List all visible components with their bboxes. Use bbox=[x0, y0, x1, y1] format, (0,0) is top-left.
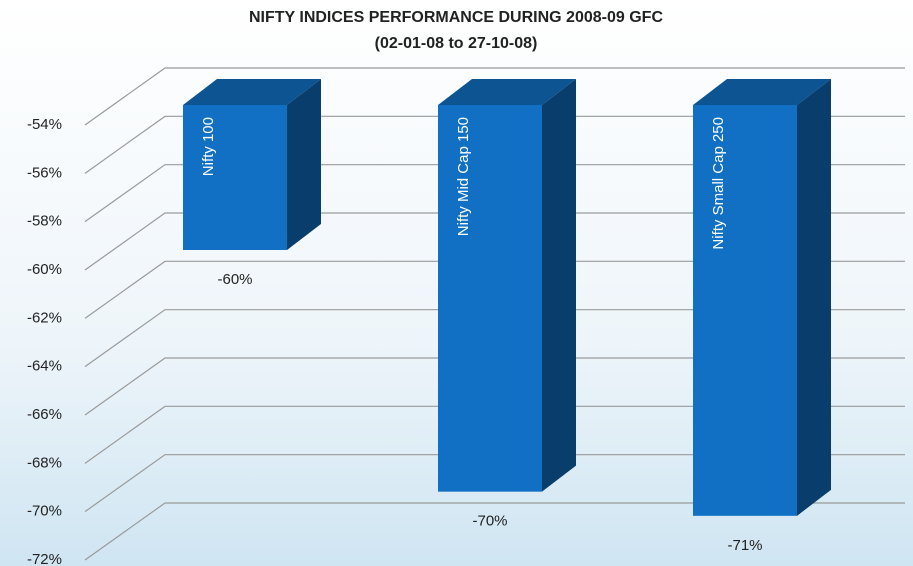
chart: NIFTY INDICES PERFORMANCE DURING 2008-09… bbox=[0, 0, 913, 566]
value-label: -71% bbox=[727, 537, 762, 554]
y-tick-label: -58% bbox=[27, 213, 62, 230]
bar-side bbox=[542, 79, 576, 492]
y-tick-label: -70% bbox=[27, 503, 62, 520]
bar bbox=[438, 105, 542, 492]
y-tick-label: -72% bbox=[27, 551, 62, 566]
bar bbox=[183, 105, 287, 250]
y-tick-label: -64% bbox=[27, 358, 62, 375]
y-tick-label: -62% bbox=[27, 309, 62, 326]
category-label: Nifty 100 bbox=[200, 117, 217, 176]
value-label: -70% bbox=[472, 513, 507, 530]
bar bbox=[693, 105, 797, 516]
chart-title: NIFTY INDICES PERFORMANCE DURING 2008-09… bbox=[249, 9, 663, 26]
y-tick-label: -54% bbox=[27, 116, 62, 133]
category-label: Nifty Mid Cap 150 bbox=[455, 117, 472, 236]
y-tick-label: -68% bbox=[27, 454, 62, 471]
chart-subtitle: (02-01-08 to 27-10-08) bbox=[375, 35, 538, 52]
bar-side bbox=[797, 79, 831, 516]
y-tick-label: -56% bbox=[27, 164, 62, 181]
category-label: Nifty Small Cap 250 bbox=[710, 117, 727, 250]
y-tick-label: -60% bbox=[27, 261, 62, 278]
y-tick-label: -66% bbox=[27, 406, 62, 423]
value-label: -60% bbox=[217, 271, 252, 288]
bar-side bbox=[287, 79, 321, 250]
